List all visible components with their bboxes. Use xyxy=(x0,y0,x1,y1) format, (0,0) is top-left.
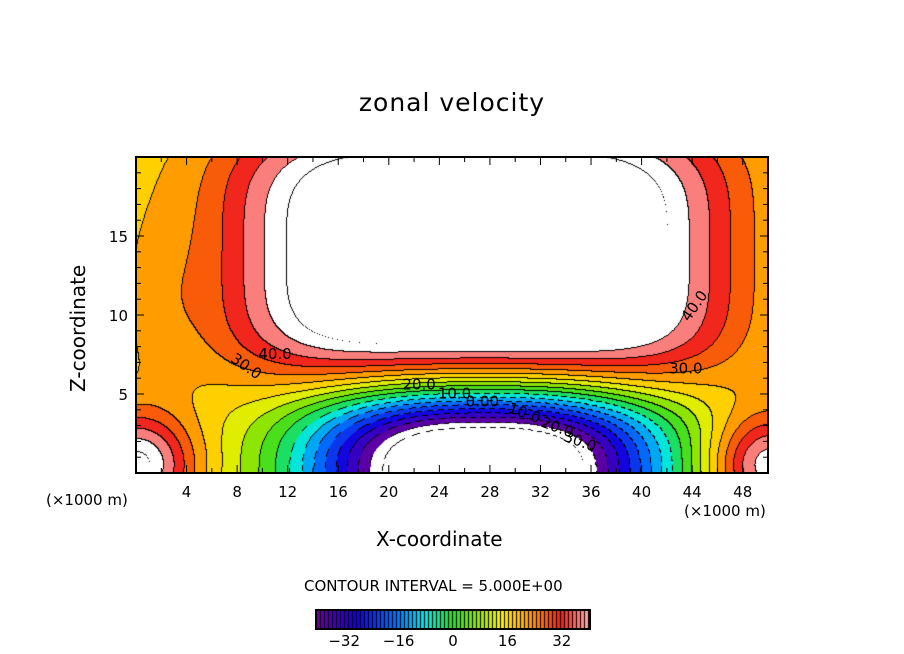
contour-interval-text: CONTOUR INTERVAL = 5.000E+00 xyxy=(304,577,563,595)
x-tick-label: 32 xyxy=(531,483,550,501)
contour-label: 40.0 xyxy=(677,287,711,325)
colorbar-tick-label: −32 xyxy=(328,632,361,650)
x-tick-label: 48 xyxy=(733,483,752,501)
contour-label: 10.0 xyxy=(438,385,471,403)
x-tick-label: 44 xyxy=(683,483,702,501)
colorbar-tick-label: 16 xyxy=(497,632,517,650)
colorbar-tick-label: −16 xyxy=(382,632,415,650)
x-tick-label: 4 xyxy=(182,483,192,501)
x-tick-label: 36 xyxy=(581,483,600,501)
x-tick-label: 12 xyxy=(278,483,297,501)
x-tick-label: 20 xyxy=(379,483,398,501)
plot-frame xyxy=(135,156,769,474)
y-tick-label: 10 xyxy=(109,307,128,325)
y-tick-label: 15 xyxy=(109,228,128,246)
x-tick-label: 40 xyxy=(632,483,651,501)
contour-label: 0.00 xyxy=(466,393,499,411)
colorbar xyxy=(315,609,591,630)
contour-label: 30.0 xyxy=(561,427,599,455)
contour-label: 10.0 xyxy=(506,399,544,427)
y-tick-label: 5 xyxy=(118,386,128,404)
y-axis-label: Z-coordinate xyxy=(66,264,90,392)
x-axis-label: X-coordinate xyxy=(376,527,503,551)
x-tick-label: 8 xyxy=(232,483,242,501)
x-tick-label: 28 xyxy=(480,483,499,501)
chart-title: zonal velocity xyxy=(358,88,546,117)
contour-label: 20.0 xyxy=(402,375,435,393)
x-unit-label-right: (×1000 m) xyxy=(684,502,766,520)
x-unit-label: (×1000 m) xyxy=(46,491,128,509)
x-tick-label: 24 xyxy=(430,483,449,501)
contour-label: 40.0 xyxy=(258,345,291,363)
x-tick-label: 16 xyxy=(329,483,348,501)
contour-label: 30.0 xyxy=(669,359,702,377)
colorbar-tick-label: 32 xyxy=(552,632,572,650)
colorbar-tick-label: 0 xyxy=(448,632,458,650)
contour-fill xyxy=(136,157,768,473)
